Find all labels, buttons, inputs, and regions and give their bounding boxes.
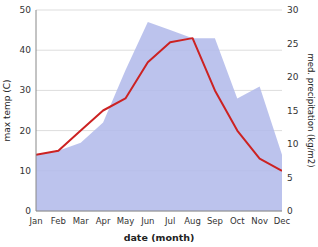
x-tick-label: Oct <box>230 216 245 226</box>
x-tick-label: Aug <box>184 216 201 226</box>
y-axis-line <box>36 10 37 211</box>
y-tick-label: 30 <box>20 85 32 95</box>
y2-tick-label: 0 <box>287 206 293 216</box>
y2-tick-label: 20 <box>287 72 299 82</box>
x-tick-label: May <box>117 216 135 226</box>
x-tick-label: Apr <box>96 216 111 226</box>
chart: 0 10 20 30 40 50 0 5 10 15 20 25 30 Jan Feb Mar Apr May Ju… <box>0 0 318 247</box>
grid-line <box>36 10 282 11</box>
y2-tick-label: 10 <box>287 139 299 149</box>
x-tick-label: Jan <box>28 216 42 226</box>
y2-axis-title: med. precipitation (kg/m2) <box>306 53 316 167</box>
x-axis-line <box>36 211 282 212</box>
x-tick-label: Jun <box>140 216 154 226</box>
y2-tick-label: 15 <box>287 106 298 116</box>
axes: 0 10 20 30 40 50 0 5 10 15 20 25 30 Jan Feb Mar Apr May Ju… <box>20 5 299 226</box>
y-tick-label: 40 <box>20 45 32 55</box>
x-tick-label: Sep <box>207 216 223 226</box>
x-tick-label: Feb <box>51 216 66 226</box>
x-axis-title: date (month) <box>124 232 195 243</box>
x-tick-label: Mar <box>73 216 90 226</box>
x-tick-label: Jul <box>164 216 175 226</box>
grid <box>36 10 282 211</box>
y-tick-label: 50 <box>20 5 32 15</box>
x-tick-label: Dec <box>274 216 291 226</box>
y2-tick-label: 30 <box>287 5 299 15</box>
x-tick-label: Nov <box>251 216 268 226</box>
y-tick-label: 20 <box>20 126 32 136</box>
area <box>36 22 282 211</box>
grid-line <box>36 211 282 212</box>
y-tick-label: 0 <box>25 206 31 216</box>
line <box>36 38 282 171</box>
y2-tick-label: 25 <box>287 39 298 49</box>
plot-area <box>36 22 282 211</box>
y-axis-title: max temp (C) <box>2 79 12 141</box>
y2-tick-label: 5 <box>287 173 293 183</box>
y-tick-label: 10 <box>20 166 32 176</box>
page: {"chart_data": {"type": "line", "categor… <box>0 0 318 247</box>
